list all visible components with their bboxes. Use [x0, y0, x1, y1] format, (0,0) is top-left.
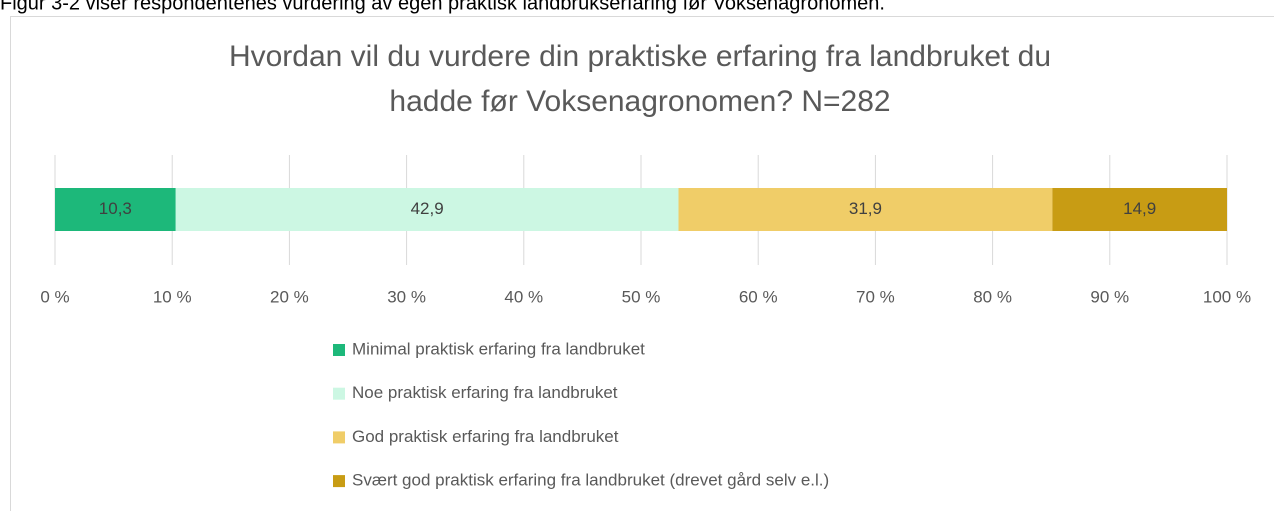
- x-tick-label: 40 %: [504, 287, 543, 306]
- data-label: 31,9: [849, 199, 882, 218]
- data-label: 42,9: [411, 199, 444, 218]
- x-tick-label: 70 %: [856, 287, 895, 306]
- x-tick-label: 90 %: [1090, 287, 1129, 306]
- legend-swatch: [333, 344, 345, 356]
- x-tick-label: 10 %: [153, 287, 192, 306]
- x-tick-label: 50 %: [622, 287, 661, 306]
- data-label: 10,3: [99, 199, 132, 218]
- caption: Figur 3-2 viser respondentenes vurdering…: [0, 0, 885, 14]
- legend-swatch: [333, 387, 345, 400]
- x-tick-label: 30 %: [387, 287, 426, 306]
- bar-segment: [678, 188, 1053, 231]
- legend-label: Noe praktisk erfaring fra landbruket: [352, 383, 618, 402]
- legend-label: Svært god praktisk erfaring fra landbruk…: [352, 471, 829, 490]
- legend-swatch: [333, 475, 345, 488]
- legend-label: God praktisk erfaring fra landbruket: [352, 427, 619, 446]
- x-tick-label: 100 %: [1203, 287, 1251, 306]
- x-tick-label: 20 %: [270, 287, 309, 306]
- x-tick-label: 0 %: [40, 287, 69, 306]
- x-tick-label: 80 %: [973, 287, 1012, 306]
- chart-title: Hvordan vil du vurdere din praktiske erf…: [229, 40, 1051, 73]
- chart-title: hadde før Voksenagronomen? N=282: [389, 85, 890, 118]
- data-label: 14,9: [1123, 199, 1156, 218]
- legend-label: Minimal praktisk erfaring fra landbruket: [352, 339, 645, 358]
- bar-segment: [175, 188, 679, 231]
- legend-swatch: [333, 431, 345, 444]
- chart-border: [10, 16, 1274, 511]
- bar-segment: [1052, 188, 1227, 231]
- bar-segment: [55, 188, 176, 231]
- x-tick-label: 60 %: [739, 287, 778, 306]
